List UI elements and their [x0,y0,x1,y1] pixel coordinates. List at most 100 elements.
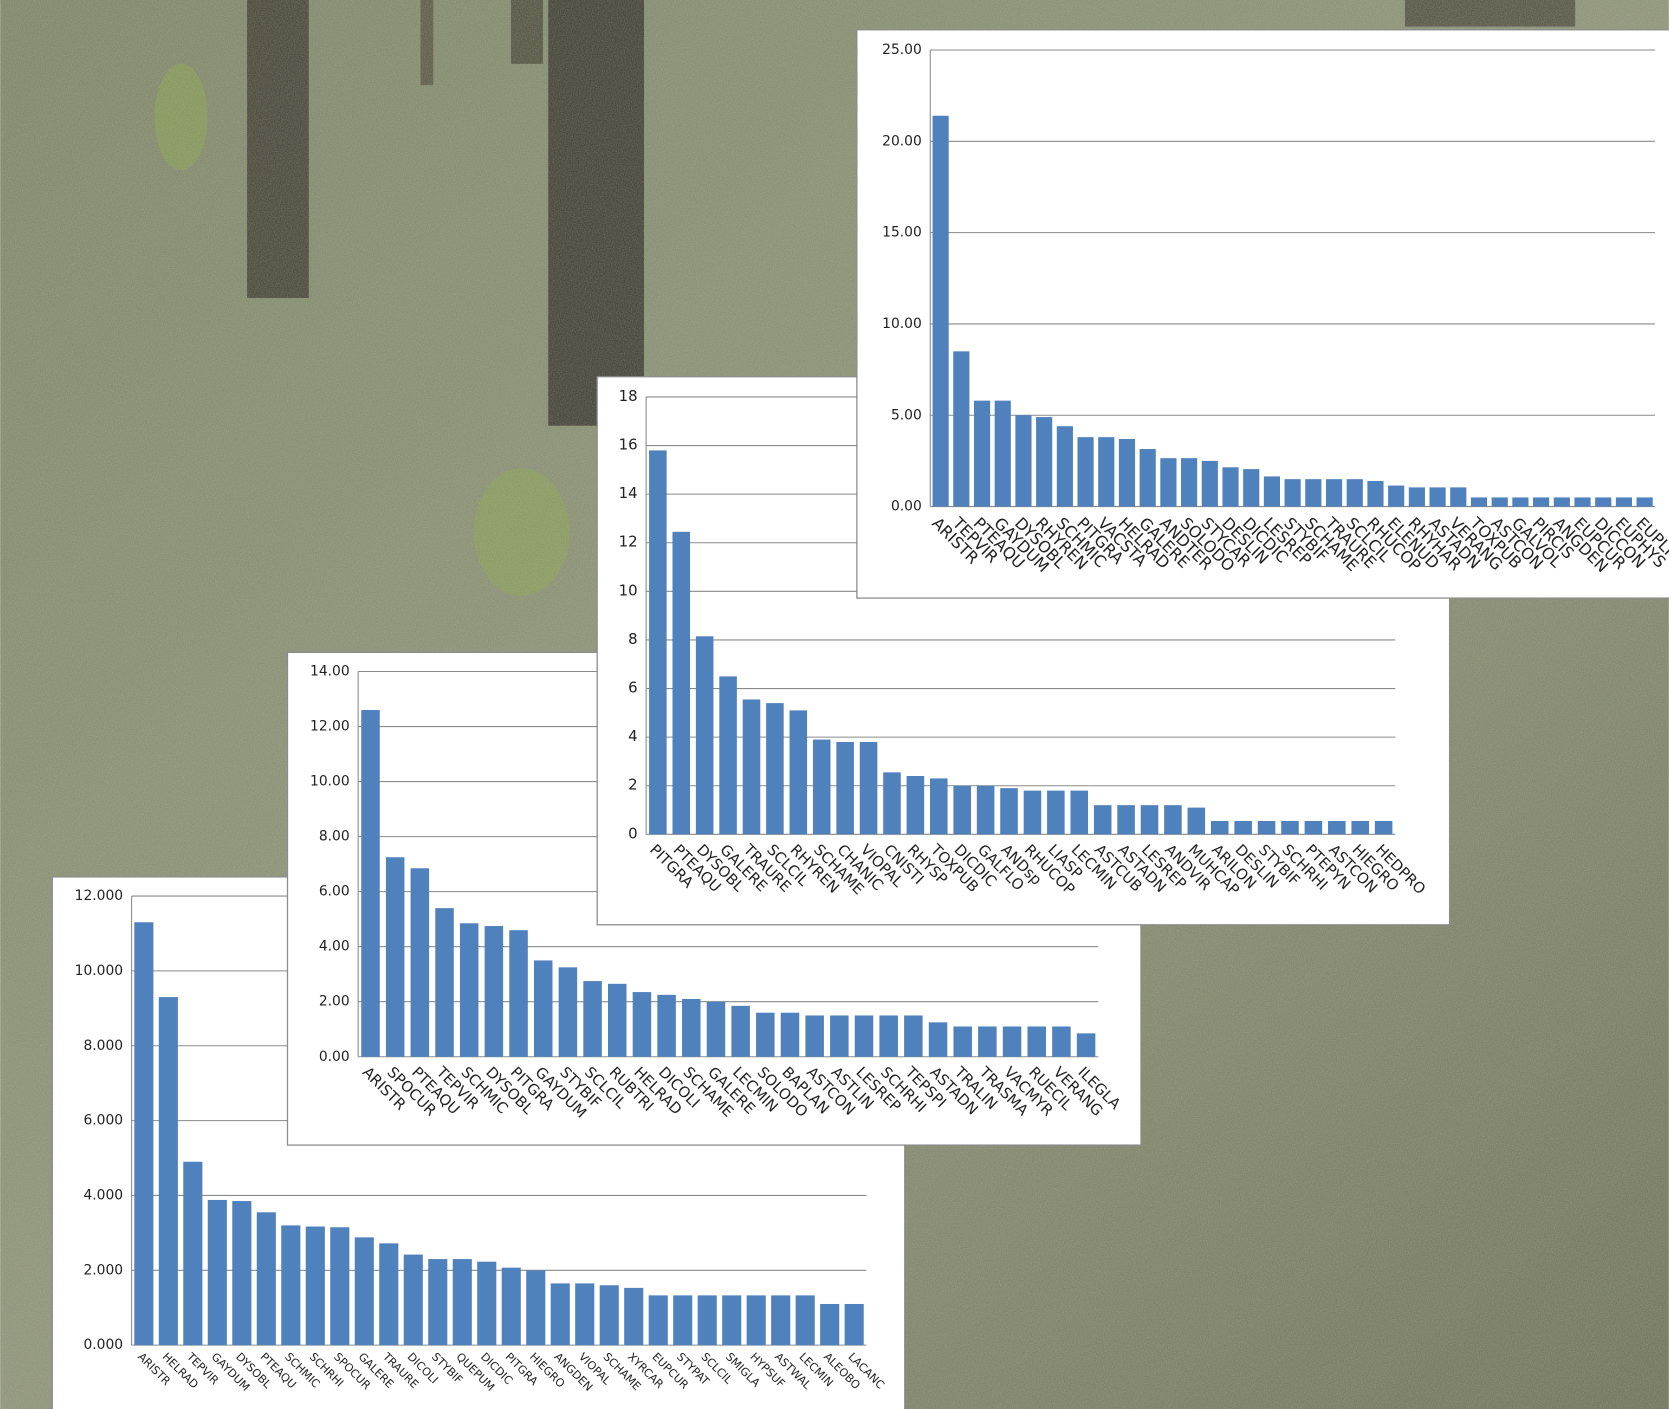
y-tick-label: 10.00 [310,774,350,790]
bar [974,401,990,507]
chart-background [857,30,1669,598]
y-tick-label: 2.000 [83,1262,123,1278]
bar [1027,1026,1046,1056]
bar [330,1227,349,1345]
bar [978,1026,997,1056]
chart-panel: 0.005.0010.0015.0020.0025.00ARISTRTEPVIR… [857,30,1669,598]
bar [820,1304,839,1345]
bar [257,1212,276,1345]
bar [756,1013,775,1057]
y-tick-label: 8 [628,630,637,648]
y-tick-label: 16 [619,436,638,454]
bar [830,1015,849,1056]
bar [907,776,925,834]
bar [845,1304,864,1345]
bar [1243,469,1259,506]
y-tick-label: 10.000 [75,963,123,979]
bar [1003,1026,1022,1056]
bar [1140,449,1156,507]
bar [575,1283,594,1345]
bar [1015,415,1031,506]
bar [1351,821,1369,834]
y-tick-label: 5.00 [891,407,922,423]
bar [1052,1026,1071,1056]
bar [232,1201,251,1345]
y-tick-label: 0.000 [83,1337,123,1353]
bar [1094,805,1112,834]
bar [673,1295,692,1345]
bar [813,740,831,835]
y-tick-label: 10.00 [882,316,922,332]
bar [600,1285,619,1345]
bar [743,699,761,834]
bar [411,868,430,1056]
bar [404,1255,423,1346]
bar [453,1259,472,1345]
bar [929,1022,948,1056]
y-tick-label: 8.00 [319,829,350,845]
bar [583,981,602,1057]
bar [953,1026,972,1056]
bar [1388,486,1404,507]
bar [526,1270,545,1345]
bar [722,1295,741,1345]
bar [460,923,479,1056]
bar [977,786,995,835]
y-tick-label: 6.000 [83,1113,123,1129]
bar [1328,821,1346,834]
bar [159,997,178,1345]
bar [1211,821,1229,834]
bar [633,992,652,1057]
bar [355,1237,374,1345]
bar [1234,821,1252,834]
bar [1554,497,1570,506]
bar [534,960,553,1056]
bar [672,532,690,835]
y-tick-label: 8.000 [83,1038,123,1054]
bar [1326,479,1342,506]
bar [766,703,784,834]
bar [208,1200,227,1345]
bar [1281,821,1299,834]
bar [1070,791,1088,835]
y-tick-label: 15.00 [882,225,922,241]
bar [1098,437,1114,506]
bar [796,1295,815,1345]
bar [435,908,454,1057]
bar [1367,481,1383,507]
bar [551,1283,570,1345]
bar [1375,821,1393,834]
bar [698,1295,717,1345]
y-tick-label: 20.00 [882,133,922,149]
bar [747,1295,766,1345]
bar [485,926,504,1057]
bar [836,742,854,834]
y-tick-label: 0 [628,824,637,842]
bar [930,778,948,834]
y-tick-label: 0.00 [891,499,922,515]
bar [1117,805,1135,834]
bar [1077,1033,1096,1056]
bar [682,999,701,1057]
bar [1574,497,1590,506]
bar [1450,487,1466,506]
bar [1637,497,1653,506]
y-tick-label: 0.00 [319,1049,350,1065]
bar [624,1288,643,1345]
bar [1119,439,1135,507]
y-tick-label: 4.00 [319,939,350,955]
bar [1222,467,1238,506]
bar [502,1268,521,1345]
bar [719,676,737,834]
bar [1164,805,1182,834]
bar [883,772,901,834]
y-tick-label: 2.00 [319,994,350,1010]
bar [1264,476,1280,506]
bar [696,636,714,834]
bar [904,1015,923,1056]
bar [1471,497,1487,506]
bar [1057,426,1073,506]
y-tick-label: 4 [628,727,637,745]
bar [707,1002,726,1057]
bar [134,922,153,1345]
